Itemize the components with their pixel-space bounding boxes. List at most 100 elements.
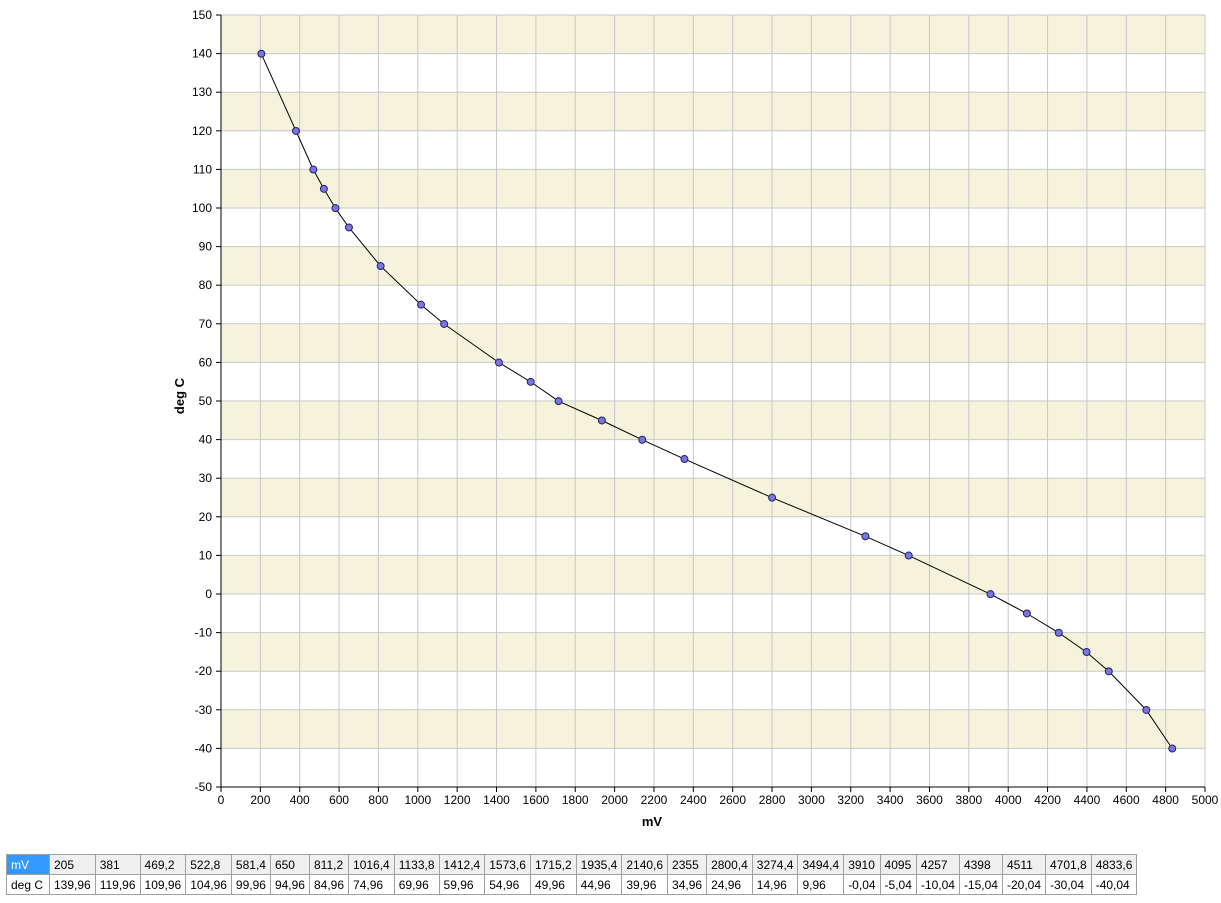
table-cell-mv[interactable]: 4398 (958, 854, 1003, 875)
table-cell-mv[interactable]: 4701,8 (1045, 854, 1092, 875)
line-chart: 0 200 400 600 800 1000 1200 1400 1600 1800 2000 220… (172, 8, 1219, 829)
x-tick-label: 4800 (1152, 793, 1179, 807)
table-cell-mv[interactable]: 2355 (667, 854, 708, 875)
data-point[interactable] (861, 532, 870, 541)
table-cell-degc[interactable]: 104,96 (185, 874, 232, 895)
x-axis-title: mV (642, 814, 663, 829)
table-cell-mv[interactable]: 381 (94, 854, 141, 875)
data-point[interactable] (554, 397, 563, 406)
table-cell-degc[interactable]: 9,96 (797, 874, 845, 895)
table-cell-mv[interactable]: 650 (269, 854, 310, 875)
y-tick-label: 90 (199, 240, 213, 254)
table-cell-mv[interactable]: 4257 (915, 854, 960, 875)
table-cell-mv[interactable]: 1016,4 (348, 854, 395, 875)
data-table: mV 205 381 469,2 522,8 581,4 650 811,2 1016,4 11… (6, 854, 1138, 895)
table-cell-degc[interactable]: -20,04 (1001, 874, 1047, 895)
x-axis-ticks: 0 200 400 600 800 1000 1200 1400 1600 1800 2000 220… (218, 787, 1219, 807)
table-cell-mv[interactable]: 1133,8 (393, 854, 440, 875)
table-cell-degc[interactable]: 94,96 (269, 874, 310, 895)
table-header-mv[interactable]: mV (6, 854, 50, 875)
data-point[interactable] (526, 377, 535, 386)
x-tick-label: 3000 (798, 793, 825, 807)
data-point[interactable] (376, 262, 385, 271)
data-point[interactable] (417, 300, 426, 309)
data-point[interactable] (1022, 609, 1031, 618)
y-tick-label: 0 (205, 587, 212, 601)
table-cell-degc[interactable]: -10,04 (915, 874, 960, 895)
x-tick-label: 200 (250, 793, 270, 807)
data-point[interactable] (257, 49, 266, 58)
table-cell-mv[interactable]: 581,4 (230, 854, 271, 875)
x-tick-label: 2400 (680, 793, 707, 807)
data-point[interactable] (1142, 705, 1151, 714)
y-tick-label: 150 (192, 8, 212, 22)
data-point[interactable] (344, 223, 353, 232)
data-point[interactable] (1104, 667, 1113, 676)
table-cell-mv[interactable]: 469,2 (139, 854, 187, 875)
table-header-degc[interactable]: deg C (6, 874, 50, 895)
data-point[interactable] (1054, 628, 1063, 637)
chart-band (221, 130, 1205, 170)
x-tick-label: 5000 (1192, 793, 1219, 807)
table-cell-mv[interactable]: 3494,4 (797, 854, 845, 875)
table-cell-degc[interactable]: -0,04 (843, 874, 881, 895)
table-cell-degc[interactable]: -5,04 (879, 874, 917, 895)
table-cell-mv[interactable]: 2800,4 (706, 854, 753, 875)
data-point[interactable] (768, 493, 777, 502)
table-cell-degc[interactable]: -15,04 (958, 874, 1003, 895)
x-tick-label: 0 (218, 793, 225, 807)
table-cell-mv[interactable]: 4095 (879, 854, 917, 875)
data-point[interactable] (638, 435, 647, 444)
data-point[interactable] (494, 358, 503, 367)
table-cell-mv[interactable]: 522,8 (185, 854, 232, 875)
x-tick-label: 400 (290, 793, 310, 807)
x-tick-label: 1800 (562, 793, 589, 807)
table-cell-degc[interactable]: 44,96 (575, 874, 623, 895)
table-cell-mv[interactable]: 205 (49, 854, 96, 875)
table-cell-mv[interactable]: 1412,4 (438, 854, 486, 875)
table-cell-mv[interactable]: 3910 (843, 854, 881, 875)
table-cell-mv[interactable]: 4833,6 (1090, 854, 1138, 875)
data-point[interactable] (1168, 744, 1177, 753)
data-point[interactable] (331, 204, 340, 213)
table-cell-degc[interactable]: 109,96 (139, 874, 187, 895)
table-cell-degc[interactable]: 49,96 (529, 874, 577, 895)
table-cell-mv[interactable]: 4511 (1001, 854, 1047, 875)
y-tick-label: 130 (192, 85, 212, 99)
data-point[interactable] (440, 319, 449, 328)
table-cell-mv[interactable]: 3274,4 (751, 854, 799, 875)
table-cell-mv[interactable]: 1715,2 (529, 854, 577, 875)
table-cell-degc[interactable]: -30,04 (1045, 874, 1092, 895)
y-tick-label: 140 (192, 47, 212, 61)
data-point[interactable] (309, 165, 318, 174)
table-cell-degc[interactable]: 119,96 (94, 874, 141, 895)
x-tick-label: 4400 (1074, 793, 1101, 807)
data-point[interactable] (597, 416, 606, 425)
table-cell-degc[interactable]: 99,96 (230, 874, 271, 895)
table-cell-degc[interactable]: 59,96 (438, 874, 486, 895)
table-cell-degc[interactable]: -40,04 (1090, 874, 1138, 895)
y-tick-label: 60 (199, 355, 213, 369)
data-point[interactable] (319, 184, 328, 193)
x-tick-label: 600 (329, 793, 349, 807)
data-point[interactable] (680, 455, 689, 464)
data-point[interactable] (904, 551, 913, 560)
chart-band (221, 401, 1205, 440)
table-cell-degc[interactable]: 14,96 (751, 874, 799, 895)
table-cell-mv[interactable]: 2140,6 (621, 854, 669, 875)
table-cell-degc[interactable]: 34,96 (667, 874, 708, 895)
table-cell-mv[interactable]: 1935,4 (575, 854, 623, 875)
data-point[interactable] (1082, 648, 1091, 657)
chart-band (221, 53, 1205, 93)
table-cell-degc[interactable]: 39,96 (621, 874, 669, 895)
table-cell-mv[interactable]: 1573,6 (484, 854, 531, 875)
table-cell-degc[interactable]: 69,96 (393, 874, 440, 895)
table-cell-degc[interactable]: 84,96 (308, 874, 350, 895)
table-cell-degc[interactable]: 74,96 (348, 874, 395, 895)
table-cell-degc[interactable]: 24,96 (706, 874, 753, 895)
data-point[interactable] (986, 590, 995, 599)
table-cell-degc[interactable]: 54,96 (484, 874, 531, 895)
table-cell-degc[interactable]: 139,96 (49, 874, 96, 895)
table-cell-mv[interactable]: 811,2 (308, 854, 350, 875)
data-point[interactable] (291, 126, 300, 135)
